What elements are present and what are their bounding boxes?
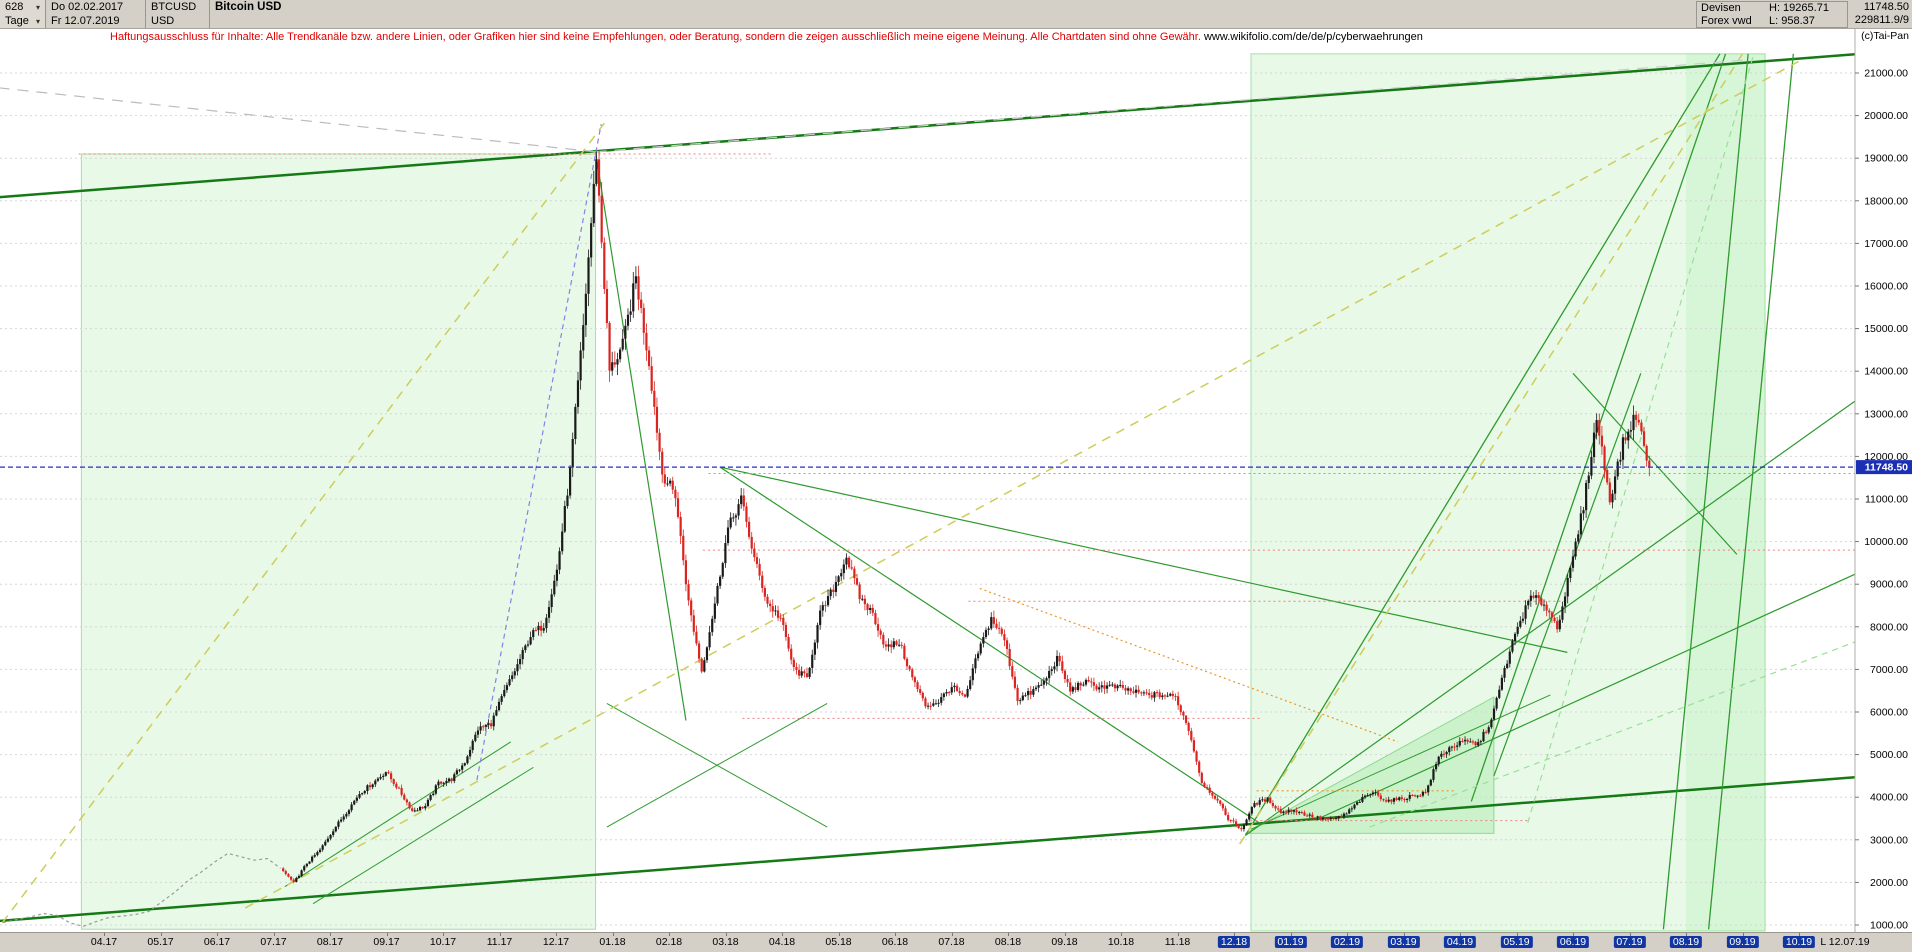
- x-axis-label: 04.18: [768, 936, 796, 948]
- x-axis-label: 05.19: [1500, 936, 1533, 948]
- disclaimer: Haftungsausschluss für Inhalte: Alle Tre…: [110, 31, 1423, 43]
- instrument-title: Bitcoin USD: [215, 0, 282, 13]
- y-axis-label: 20000.00: [1864, 110, 1908, 122]
- currency-label: USD: [146, 14, 210, 28]
- y-axis-label: 15000.00: [1864, 323, 1908, 335]
- highlight-region: [1686, 53, 1766, 931]
- current-price-chip: [1856, 460, 1912, 475]
- x-axis-label: 11.18: [1164, 936, 1191, 948]
- x-axis-label: 08.17: [316, 936, 344, 948]
- trendline-overlays: [0, 53, 1855, 930]
- chevron-down-icon: ▾: [35, 16, 40, 26]
- y-axis-label: 19000.00: [1864, 153, 1908, 165]
- copyright-label: (c)Tai-Pan: [1861, 30, 1909, 42]
- x-axis-label: 07.19: [1613, 936, 1646, 948]
- x-axis-label: 05.17: [147, 936, 174, 948]
- y-axis-label: 7000.00: [1870, 664, 1908, 676]
- x-axis-label: 03.19: [1387, 936, 1420, 948]
- x-axis-label: 10.17: [429, 936, 457, 948]
- candlestick-series: [282, 150, 1651, 884]
- x-axis-label: 02.18: [655, 936, 683, 948]
- x-axis-label: 08.18: [994, 936, 1022, 948]
- x-axis-last-date-label: L 12.07.19: [1820, 936, 1870, 948]
- last-price-value: 11748.50: [1863, 1, 1909, 13]
- y-axis-label: 17000.00: [1864, 238, 1908, 250]
- y-axis-label: 18000.00: [1864, 195, 1908, 207]
- y-axis-label: 13000.00: [1864, 408, 1908, 420]
- y-axis-label: 3000.00: [1870, 834, 1908, 846]
- x-axis-label: 06.17: [203, 936, 231, 948]
- end-date-field[interactable]: Fr 12.07.2019: [46, 14, 146, 28]
- x-axis-bar: 04.17 05.17 06.17 07.17 08.17 09.17 10.17 11.17…: [0, 932, 1912, 952]
- x-axis-label: 01.18: [599, 936, 626, 948]
- symbol-label: BTCUSD: [146, 0, 210, 14]
- y-axis-label: 9000.00: [1870, 579, 1908, 591]
- header-bar: 628 ▾ Do 02.02.2017 BTCUSD Bitcoin USD T…: [0, 0, 1912, 29]
- period-select[interactable]: Tage ▾: [0, 14, 46, 28]
- y-axis-label: 14000.00: [1864, 366, 1908, 378]
- y-axis-label: 10000.00: [1864, 536, 1908, 548]
- y-axis-label: 2000.00: [1870, 877, 1908, 889]
- low-label: L: 958.37: [1769, 14, 1815, 27]
- y-axis-label: 16000.00: [1864, 281, 1908, 293]
- plot-layers: [0, 53, 1855, 932]
- plot-background: [0, 28, 1912, 933]
- chevron-down-icon: ▾: [35, 2, 40, 12]
- y-axis-label: 6000.00: [1870, 707, 1908, 719]
- period-value: Tage: [5, 14, 29, 27]
- x-axis-label: 07.17: [260, 936, 287, 948]
- highlight-region: [1250, 53, 1766, 932]
- current-price-chip-label: 11748.50: [1865, 462, 1908, 474]
- x-axis-label: 06.18: [881, 936, 909, 948]
- chart-number-select[interactable]: 628 ▾: [0, 0, 46, 14]
- x-axis-label: 10.19: [1782, 936, 1816, 948]
- y-axis-label: 4000.00: [1870, 792, 1908, 804]
- x-axis-label: 12.17: [542, 936, 570, 948]
- x-axis-label: 04.19: [1443, 936, 1477, 948]
- start-date-field[interactable]: Do 02.02.2017: [46, 0, 146, 14]
- y-axis-label: 8000.00: [1870, 621, 1908, 633]
- x-axis-label: 09.19: [1726, 936, 1759, 948]
- early-price-line: [0, 852, 281, 927]
- y-axis-label: 12000.00: [1864, 451, 1908, 463]
- x-axis-label: 04.17: [90, 936, 118, 948]
- x-axis-label: 11.17: [486, 936, 513, 948]
- y-axis-label: 1000.00: [1870, 920, 1908, 932]
- disclaimer-url: www.wikifolio.com/de/de/p/cyberwaehrunge…: [1203, 31, 1423, 43]
- volume-value: 229811.9/9: [1854, 13, 1909, 26]
- x-axis-label: 06.19: [1556, 936, 1590, 948]
- feed-label: Devisen: [1701, 2, 1741, 14]
- x-axis-label: 01.19: [1274, 936, 1307, 948]
- highlight-region: [80, 153, 597, 930]
- quote-info-panel: Devisen H: 19265.71 Forex vwd L: 958.37: [1696, 1, 1848, 28]
- x-axis-label: 09.18: [1051, 936, 1078, 948]
- disclaimer-text: Haftungsausschluss für Inhalte: Alle Tre…: [110, 31, 1201, 43]
- x-axis-label: 07.18: [938, 936, 965, 948]
- x-axis-label: 09.17: [373, 936, 400, 948]
- high-label: H: 19265.71: [1769, 2, 1829, 14]
- y-axis-label: 21000.00: [1864, 68, 1908, 80]
- x-axis-label: 12.18: [1217, 936, 1251, 948]
- feed2-label: Forex vwd: [1701, 14, 1752, 27]
- quote-values: 11748.50 229811.9/9: [1851, 1, 1909, 26]
- y-axis-label: 11000.00: [1865, 494, 1908, 506]
- x-axis-label: 03.18: [712, 936, 739, 948]
- x-axis-label: 02.19: [1330, 936, 1364, 948]
- y-axis-label: 5000.00: [1870, 749, 1908, 761]
- x-axis-label: 05.18: [825, 936, 852, 948]
- x-axis-label: 10.18: [1107, 936, 1135, 948]
- chart-number-value: 628: [5, 0, 24, 13]
- x-axis-label: 08.19: [1669, 936, 1703, 948]
- highlight-region: [1245, 696, 1495, 834]
